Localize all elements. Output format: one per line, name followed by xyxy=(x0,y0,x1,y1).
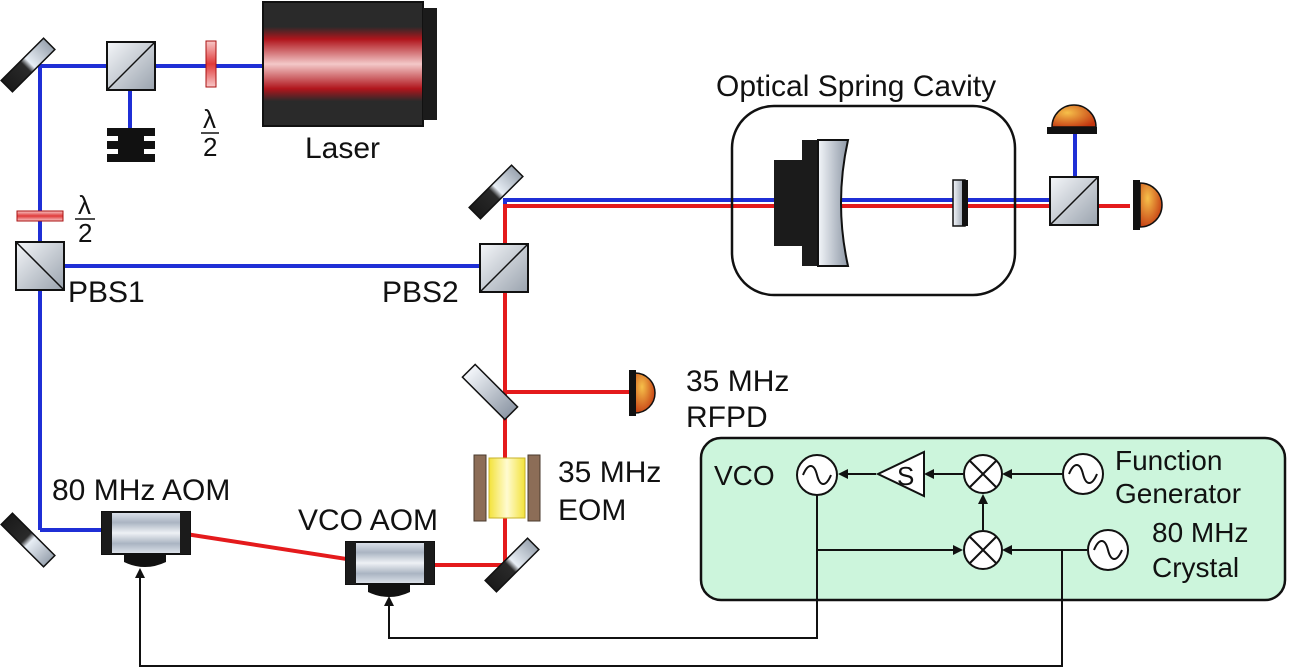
function-generator-icon xyxy=(1062,453,1104,495)
rfpd-label-line2: RFPD xyxy=(686,401,768,434)
mirror-bottom-right xyxy=(484,537,540,593)
half-wave-plate-1-denom: 2 xyxy=(203,132,217,162)
laser-label: Laser xyxy=(305,132,380,165)
half-wave-plate-1-lambda: λ xyxy=(203,104,216,134)
pickoff-mirror xyxy=(461,363,519,421)
function-generator-label-line1: Function xyxy=(1115,445,1222,476)
aom-drive-lines xyxy=(135,550,1063,667)
cavity-label: Optical Spring Cavity xyxy=(716,70,996,103)
beam-dump xyxy=(107,128,155,162)
optical-spring-cavity: Optical Spring Cavity xyxy=(716,70,1017,297)
crystal-label-line2: Crystal xyxy=(1152,552,1239,583)
beam-splitter-transmission xyxy=(1049,176,1099,226)
half-wave-plate-1: λ 2 xyxy=(201,40,219,162)
aom-80mhz-label: 80 MHz AOM xyxy=(52,474,230,507)
servo-label: S xyxy=(897,461,914,491)
eom: 35 MHz EOM xyxy=(473,454,661,527)
crystal-label-line1: 80 MHz xyxy=(1152,517,1248,548)
blue-beam-left-path xyxy=(38,64,262,530)
mirror-top-left xyxy=(0,37,56,93)
eom-label-line2: EOM xyxy=(558,494,626,527)
half-wave-plate-2: λ 2 xyxy=(16,190,95,248)
pbs2-label: PBS2 xyxy=(382,276,459,309)
half-wave-plate-2-lambda: λ xyxy=(78,190,91,220)
beam-splitter-top xyxy=(106,41,156,91)
vco-oscillator-icon xyxy=(796,454,838,496)
mirror-bottom-left xyxy=(0,512,56,568)
mixer-bottom-icon xyxy=(963,530,1003,570)
aom-vco: VCO AOM xyxy=(298,504,438,597)
eom-label-line1: 35 MHz xyxy=(558,456,661,489)
photodetector-top xyxy=(1047,104,1097,134)
crystal-oscillator-icon xyxy=(1087,529,1129,571)
pbs1: PBS1 xyxy=(15,241,145,309)
photodetector-right xyxy=(1133,180,1163,230)
half-wave-plate-2-denom: 2 xyxy=(78,218,92,248)
rfpd-label-line1: 35 MHz xyxy=(686,365,789,398)
function-generator-label-line2: Generator xyxy=(1115,478,1241,509)
rfpd: 35 MHz RFPD xyxy=(629,365,789,434)
mirror-pbs2-top xyxy=(468,164,524,220)
aom-vco-label: VCO AOM xyxy=(298,504,438,537)
electronics-box: VCO S Function Generator xyxy=(699,436,1287,602)
pbs1-label: PBS1 xyxy=(68,276,145,309)
laser: Laser xyxy=(262,1,437,165)
aom-80mhz: 80 MHz AOM xyxy=(52,474,230,567)
mixer-top-icon xyxy=(963,454,1003,494)
pbs2: PBS2 xyxy=(382,243,529,309)
vco-label: VCO xyxy=(714,460,775,491)
